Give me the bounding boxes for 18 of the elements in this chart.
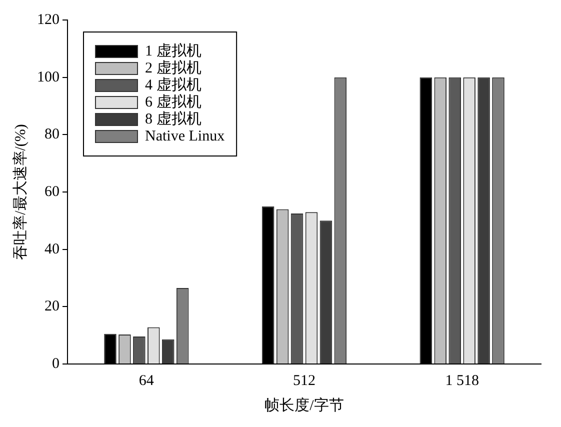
legend-label: 1 虚拟机 bbox=[145, 42, 202, 60]
legend-label: 8 虚拟机 bbox=[145, 110, 202, 128]
legend-label: 4 虚拟机 bbox=[145, 76, 202, 94]
x-axis-title: 帧长度/字节 bbox=[264, 396, 344, 414]
x-tick-label: 64 bbox=[138, 372, 154, 389]
legend-label: 2 虚拟机 bbox=[145, 59, 202, 76]
y-tick-label: 120 bbox=[37, 12, 60, 28]
y-tick-label: 80 bbox=[44, 126, 60, 143]
y-tick-label: 100 bbox=[37, 69, 60, 86]
legend-label: Native Linux bbox=[145, 128, 226, 144]
y-axis-title: 吞吐率/最大速率/(%) bbox=[12, 124, 29, 260]
x-tick-label: 1 518 bbox=[445, 372, 479, 389]
y-tick-label: 60 bbox=[44, 184, 60, 200]
x-tick-label: 512 bbox=[293, 372, 316, 389]
y-tick-label: 0 bbox=[52, 356, 60, 372]
y-tick-label: 20 bbox=[44, 298, 60, 315]
legend-label: 6 虚拟机 bbox=[145, 93, 202, 110]
y-tick-label: 40 bbox=[44, 241, 60, 258]
